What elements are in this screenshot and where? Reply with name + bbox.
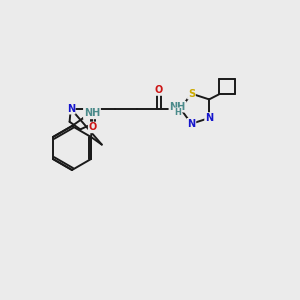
Text: NH: NH bbox=[169, 102, 186, 112]
Text: N: N bbox=[205, 113, 213, 123]
Text: O: O bbox=[155, 85, 163, 95]
Text: O: O bbox=[89, 122, 97, 132]
Text: N: N bbox=[188, 119, 196, 129]
Text: S: S bbox=[188, 88, 195, 99]
Text: N: N bbox=[67, 104, 75, 114]
Text: H: H bbox=[174, 108, 181, 117]
Text: NH: NH bbox=[84, 108, 100, 118]
